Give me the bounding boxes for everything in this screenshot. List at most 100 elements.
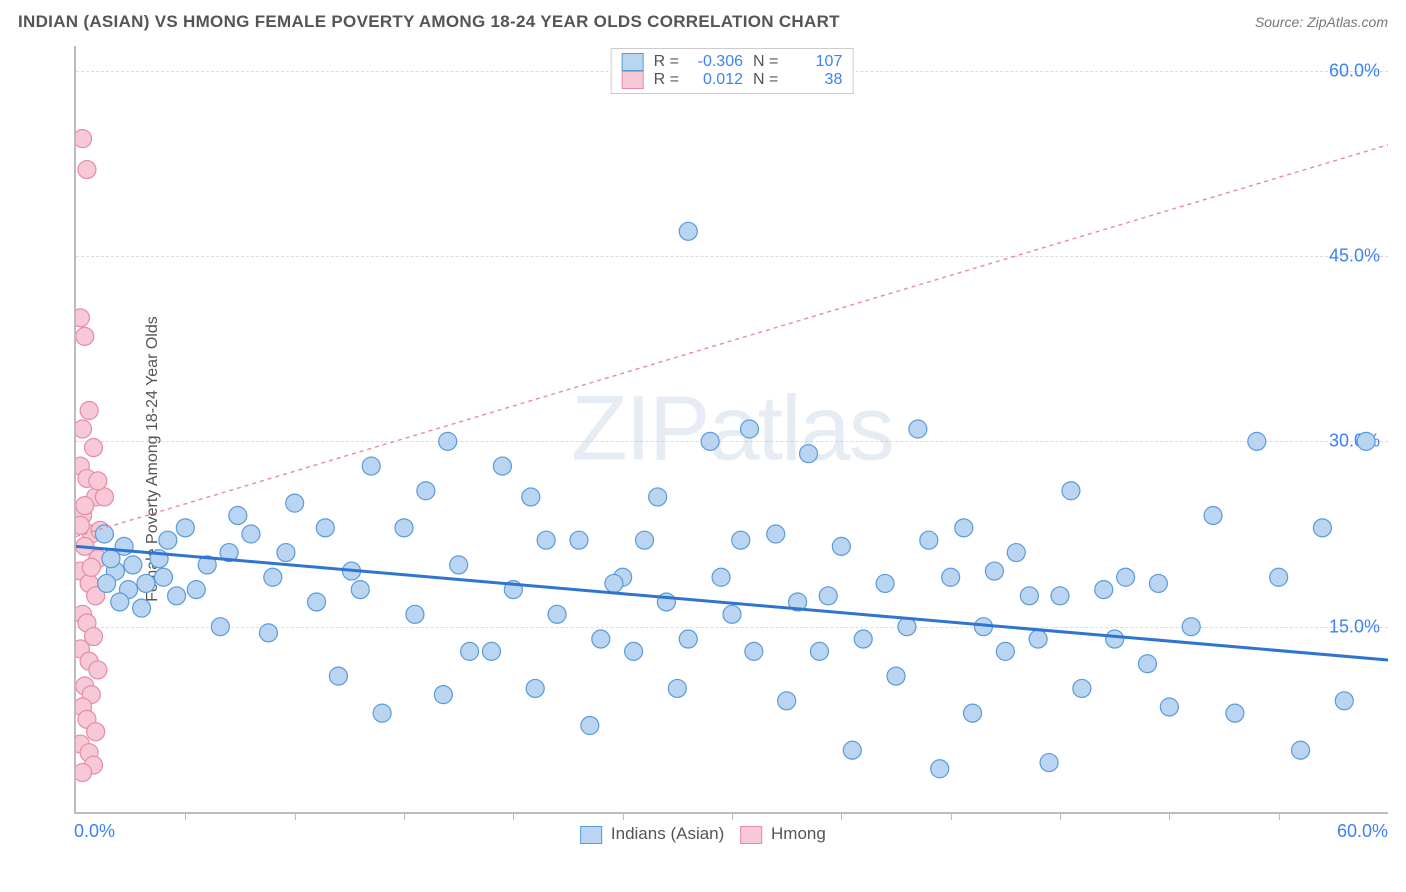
data-point [176,519,194,537]
data-point [964,704,982,722]
data-point [522,488,540,506]
data-point [154,568,172,586]
data-point [636,531,654,549]
x-origin-label: 0.0% [74,821,115,842]
data-point [308,593,326,611]
data-point [1106,630,1124,648]
data-point [887,667,905,685]
data-point [1335,692,1353,710]
data-point [1007,544,1025,562]
r-value-indian: -0.306 [689,53,743,71]
data-point [931,760,949,778]
data-point [95,488,113,506]
data-point [316,519,334,537]
r-label: R = [654,71,679,89]
data-point [1073,679,1091,697]
data-point [84,439,102,457]
data-point [78,161,96,179]
data-point [649,488,667,506]
data-point [854,630,872,648]
data-point [679,630,697,648]
data-point [548,605,566,623]
data-point [187,581,205,599]
data-point [351,581,369,599]
data-point [592,630,610,648]
data-point [1138,655,1156,673]
data-point [1160,698,1178,716]
data-point [89,661,107,679]
swatch-indian [622,53,644,71]
swatch-bottom-hmong [740,826,762,844]
data-point [1226,704,1244,722]
legend-row-hmong: R = 0.012 N = 38 [622,71,843,89]
data-point [526,679,544,697]
data-point [767,525,785,543]
data-point [286,494,304,512]
data-point [211,618,229,636]
trend-line [76,546,1388,660]
data-point [168,587,186,605]
data-point [229,506,247,524]
data-point [605,574,623,592]
data-point [1095,581,1113,599]
data-point [909,420,927,438]
source-attribution: Source: ZipAtlas.com [1255,14,1388,30]
data-point [111,593,129,611]
data-point [1020,587,1038,605]
data-point [76,497,94,515]
data-point [95,525,113,543]
series-label-indian: Indians (Asian) [611,824,724,843]
data-point [1051,587,1069,605]
data-point [80,401,98,419]
data-point [82,558,100,576]
data-point [570,531,588,549]
data-point [810,642,828,660]
data-point [1204,506,1222,524]
data-point [1117,568,1135,586]
n-label: N = [753,71,778,89]
data-point [102,550,120,568]
data-point [1248,432,1266,450]
data-point [955,519,973,537]
data-point [76,327,94,345]
data-point [942,568,960,586]
data-point [362,457,380,475]
data-point [98,574,116,592]
legend-series: Indians (Asian) Hmong [580,824,826,844]
plot-area: ZIPatlas R = -0.306 N = 107 R = 0.012 N … [74,46,1388,814]
data-point [679,222,697,240]
scatter-svg [76,46,1388,812]
legend-item-indian: Indians (Asian) [580,824,724,844]
series-label-hmong: Hmong [771,824,826,843]
data-point [461,642,479,660]
x-max-label: 60.0% [1337,821,1388,842]
data-point [124,556,142,574]
data-point [876,574,894,592]
swatch-hmong [622,71,644,89]
data-point [778,692,796,710]
data-point [1270,568,1288,586]
data-point [745,642,763,660]
data-point [76,420,92,438]
data-point [537,531,555,549]
n-value-indian: 107 [788,53,842,71]
r-value-hmong: 0.012 [689,71,743,89]
data-point [712,568,730,586]
data-point [277,544,295,562]
data-point [1149,574,1167,592]
data-point [985,562,1003,580]
r-label: R = [654,53,679,71]
data-point [450,556,468,574]
legend-row-indian: R = -0.306 N = 107 [622,53,843,71]
data-point [76,763,92,781]
data-point [133,599,151,617]
data-point [373,704,391,722]
data-point [843,741,861,759]
data-point [137,574,155,592]
data-point [800,445,818,463]
data-point [701,432,719,450]
n-label: N = [753,53,778,71]
data-point [1040,754,1058,772]
swatch-bottom-indian [580,826,602,844]
data-point [668,679,686,697]
